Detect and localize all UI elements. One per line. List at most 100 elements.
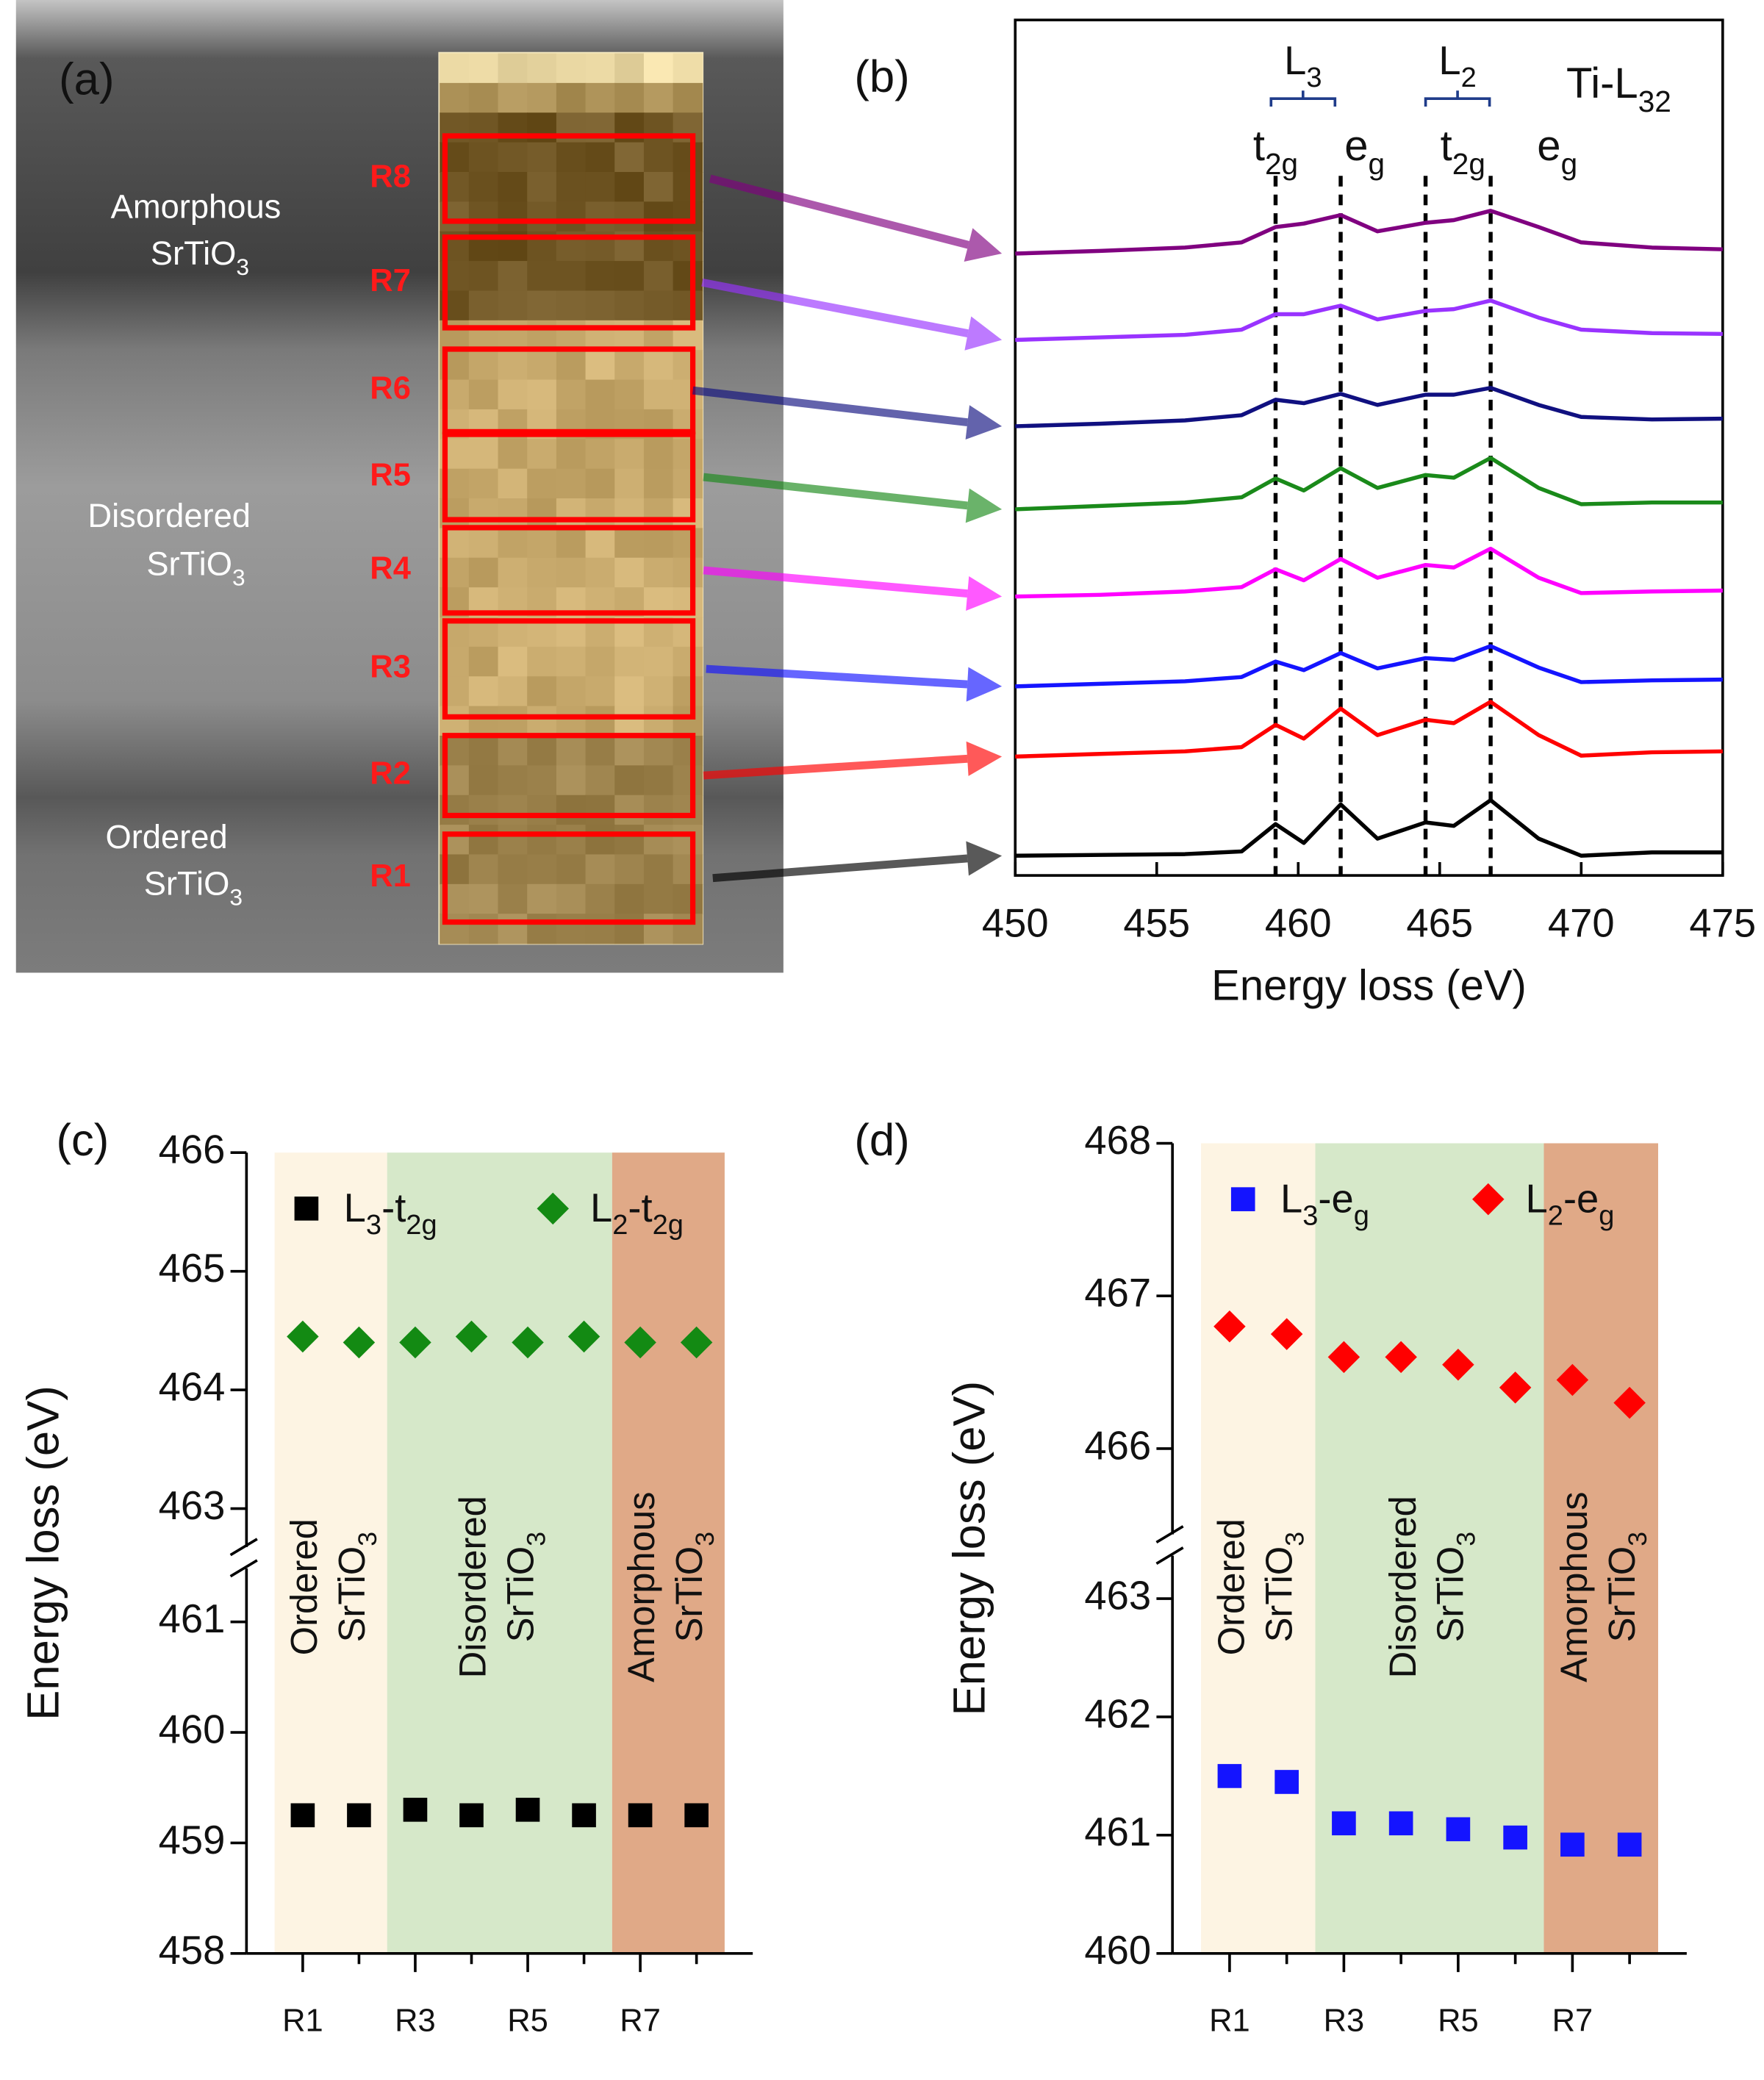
layer-formula: SrTiO3 [144,865,243,911]
eels-map-pixel [468,468,499,499]
eels-map-pixel [643,171,674,203]
eels-map-pixel [498,795,528,825]
eels-map-pixel [468,883,499,915]
text-part: 3 [1306,62,1322,93]
eels-map-pixel [673,557,703,589]
eels-map-pixel [585,765,616,796]
eels-map-pixel [527,261,557,292]
arrow-shaft [703,473,968,510]
text-part: 3 [366,1210,381,1241]
marker-square [515,1797,540,1822]
eels-map-pixel [585,201,616,232]
eels-map-pixel [468,825,499,856]
eels-map-pixel [468,765,499,796]
eels-map-pixel [498,290,528,321]
arrow-head [966,576,1003,612]
text-part: -t [381,1186,406,1230]
eels-map-pixel [585,439,616,470]
eels-map-pixel [498,53,528,84]
eels-map-pixel [527,379,557,410]
text-part: SrTiO [331,1546,373,1643]
layer-formula: SrTiO3 [151,234,249,280]
eels-map-pixel [614,320,645,351]
eels-map-pixel [643,854,674,885]
y-tick-label: 460 [1084,1928,1151,1973]
text-part: 3 [1280,1532,1310,1546]
eels-map-pixel [585,82,616,114]
eels-map-pixel [556,261,587,292]
peak-label: t2g [1441,122,1485,180]
eels-map-pixel [643,676,674,707]
eels-map-pixel [673,439,703,470]
marker-square [1503,1825,1527,1850]
arrow-shaft [692,386,968,427]
eels-map-pixel [673,142,703,173]
region-name: Amorphous [1553,1491,1595,1682]
eels-map-pixel [468,290,499,321]
layer-name: Amorphous [111,188,282,226]
text-part: g [1599,1200,1614,1231]
eels-map-pixel [468,320,499,351]
text-part: L [1284,38,1306,83]
eels-map-pixel [614,706,645,736]
eels-map-pixel [673,795,703,825]
edge-bracket [1269,90,1337,107]
eels-map-pixel [527,854,557,885]
eels-map-pixel [673,735,703,767]
eels-map-pixel [673,261,703,292]
legend-marker [537,1192,570,1225]
eels-map-pixel [527,825,557,856]
x-tick-label: 470 [1548,900,1615,945]
eels-map-pixel [673,82,703,114]
text-part: 2 [1548,1200,1563,1231]
region-formula: SrTiO3 [331,1532,382,1642]
eels-map-pixel [614,676,645,707]
eels-map-pixel [468,82,499,114]
arrow-head [964,228,1003,262]
text-part: Ti-L [1566,60,1638,107]
eels-map-pixel [556,676,587,707]
text-part: 2g [406,1210,437,1241]
eels-map-pixel [643,706,674,736]
layer-name: Disordered [87,497,251,534]
region-label: R1 [370,858,411,894]
text-part: e [1344,122,1368,170]
eels-map-pixel [673,646,703,678]
eels-map-pixel [468,914,499,944]
eels-map-pixel [527,82,557,114]
eels-map-pixel [643,646,674,678]
arrow-head [966,667,1003,702]
y-tick-label: 463 [1084,1573,1151,1618]
marker-diamond [624,1326,656,1359]
text-part: 3 [690,1532,720,1546]
eels-map-pixel [468,498,499,529]
arrow-shaft [701,279,969,337]
eels-map-pixel [527,498,557,529]
eels-map-pixel [527,171,557,203]
marker-square [572,1803,596,1828]
region-label: R5 [370,458,411,493]
y-tick-label: 466 [159,1127,226,1172]
text-part: 2g [1265,147,1298,181]
eels-map-pixel [527,735,557,767]
y-tick-label: 460 [159,1707,226,1751]
eels-map-pixel [527,201,557,232]
region-background [1544,1143,1658,1954]
eels-map-pixel [556,914,587,944]
eels-map-pixel [556,528,587,559]
eels-map-pixel [498,735,528,767]
eels-map-pixel [527,350,557,381]
text-part: 2 [612,1210,628,1241]
x-tick-label: 465 [1406,900,1473,945]
marker-diamond [680,1326,713,1359]
text-part: 32 [1638,85,1671,118]
eels-map-pixel [585,468,616,499]
arrow-shaft [712,854,968,883]
eels-map-pixel [585,53,616,84]
spectrum [1015,298,1723,343]
eels-map-pixel [585,350,616,381]
eels-map-pixel [556,290,587,321]
eels-map-pixel [527,795,557,825]
eels-map-pixel [614,379,645,410]
